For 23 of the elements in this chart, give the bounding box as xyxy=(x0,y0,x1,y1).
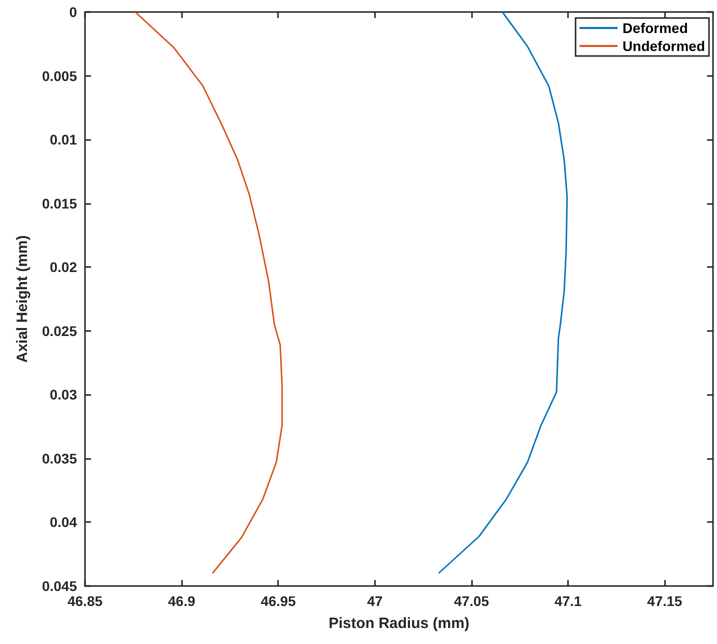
x-axis-title: Piston Radius (mm) xyxy=(328,615,470,632)
x-tick-label: 47.1 xyxy=(554,593,582,609)
y-tick-label: 0.015 xyxy=(42,195,78,212)
legend-label: Undeformed xyxy=(622,38,706,54)
y-tick-label: 0.03 xyxy=(50,386,78,403)
x-tick-label: 47 xyxy=(367,593,383,609)
x-tick-label: 47.15 xyxy=(647,593,682,609)
x-tick-label: 46.9 xyxy=(168,593,196,609)
y-axis-title: Axial Height (mm) xyxy=(14,235,31,363)
legend-label: Deformed xyxy=(622,20,688,36)
x-tick-label: 46.95 xyxy=(260,593,296,609)
y-tick-label: 0.04 xyxy=(50,514,78,530)
y-tick-label: 0 xyxy=(69,4,78,20)
y-tick-label: 0.045 xyxy=(42,578,78,594)
line-series xyxy=(134,11,283,574)
y-tick-label: 0.01 xyxy=(50,132,78,148)
y-tick-label: 0.025 xyxy=(42,322,78,339)
x-tick-label: 46.85 xyxy=(67,593,103,609)
y-tick-label: 0.02 xyxy=(50,259,78,276)
x-tick-label: 47.05 xyxy=(454,593,490,609)
y-tick-label: 0.005 xyxy=(42,68,78,84)
line-series xyxy=(438,11,568,574)
y-tick-label: 0.035 xyxy=(42,450,78,466)
